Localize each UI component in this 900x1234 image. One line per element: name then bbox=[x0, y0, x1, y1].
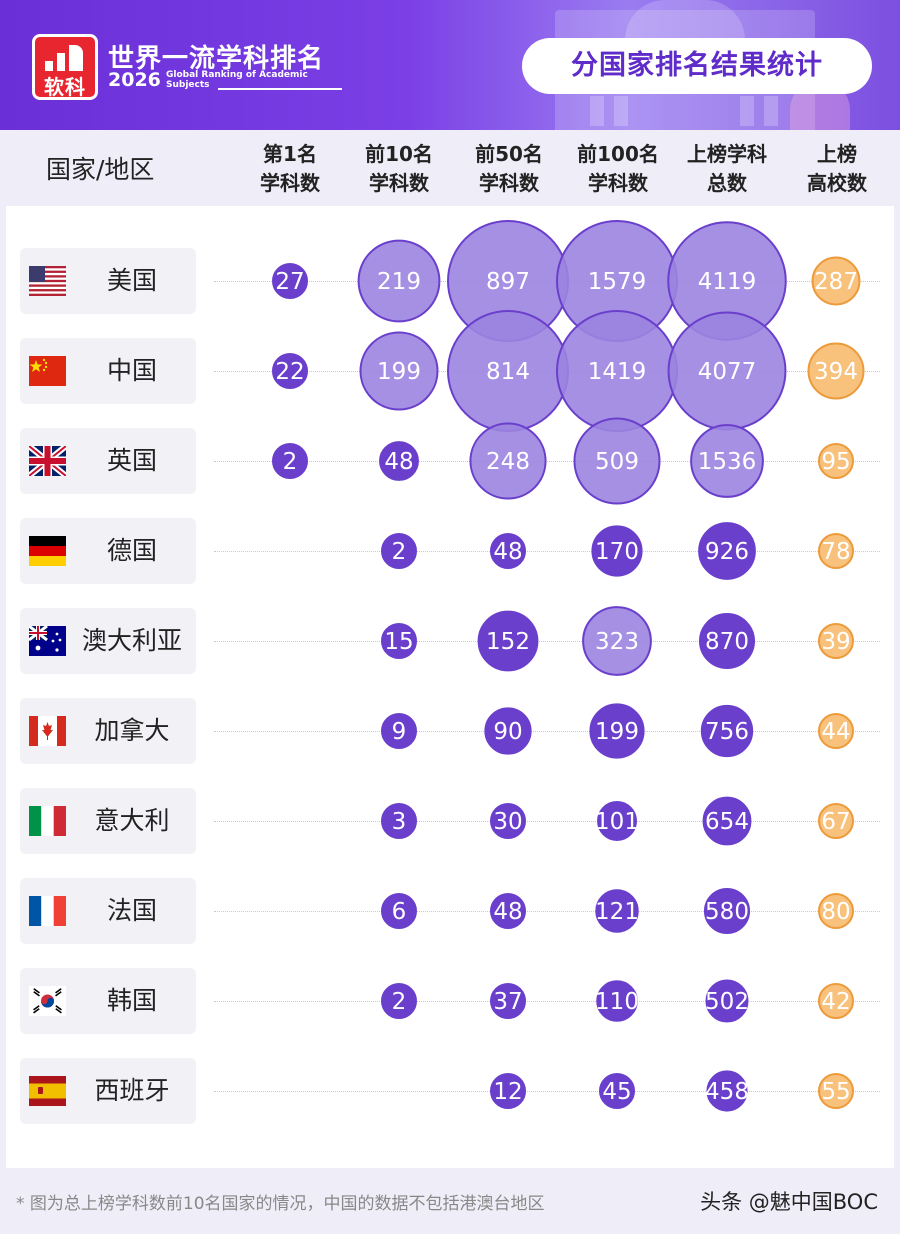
column-header-band bbox=[0, 130, 900, 206]
logo-text: 软科 bbox=[44, 75, 86, 99]
country-name: 韩国 bbox=[106, 986, 157, 1015]
row-guide-line bbox=[214, 641, 880, 642]
country-name: 西班牙 bbox=[94, 1076, 170, 1105]
brand-logo: 软科 bbox=[32, 34, 98, 100]
france-flag-icon bbox=[29, 896, 66, 926]
country-label: 加拿大 bbox=[20, 698, 196, 764]
italy-flag-icon bbox=[29, 806, 66, 836]
country-name: 澳大利亚 bbox=[81, 626, 182, 655]
country-label: 澳大利亚 bbox=[20, 608, 196, 674]
header-banner: 软科 世界一流学科排名 2026 Global Ranking of Acade… bbox=[0, 0, 900, 130]
footer-band bbox=[0, 1168, 900, 1234]
country-label: 美国 bbox=[20, 248, 196, 314]
section-title: 分国家排名结果统计 bbox=[522, 38, 872, 94]
column-header-top100: 前100名 学科数 bbox=[577, 142, 659, 195]
korea-flag-icon bbox=[29, 986, 66, 1016]
row-guide-line bbox=[214, 551, 880, 552]
country-name: 法国 bbox=[106, 896, 157, 925]
country-name: 加拿大 bbox=[94, 716, 170, 745]
australia-flag-icon bbox=[29, 626, 66, 656]
country-label: 韩国 bbox=[20, 968, 196, 1034]
country-name: 意大利 bbox=[94, 806, 170, 835]
footnote: * 图为总上榜学科数前10名国家的情况，中国的数据不包括港澳台地区 bbox=[16, 1194, 545, 1214]
brand-subtitle: Global Ranking of Academic Subjects bbox=[166, 70, 308, 90]
germany-flag-icon bbox=[29, 536, 66, 566]
country-name: 中国 bbox=[106, 356, 157, 385]
row-guide-line bbox=[214, 1091, 880, 1092]
watermark: 头条 @魅中国BOC bbox=[700, 1190, 878, 1214]
country-label: 德国 bbox=[20, 518, 196, 584]
spain-flag-icon bbox=[29, 1076, 66, 1106]
country-label: 英国 bbox=[20, 428, 196, 494]
column-header-top10: 前10名 学科数 bbox=[365, 142, 433, 195]
country-name: 德国 bbox=[106, 536, 157, 565]
column-header-universities: 上榜 高校数 bbox=[807, 142, 867, 195]
canada-flag-icon bbox=[29, 716, 66, 746]
country-label: 西班牙 bbox=[20, 1058, 196, 1124]
row-guide-line bbox=[214, 371, 880, 372]
logo-bars-icon bbox=[43, 45, 89, 71]
uk-flag-icon bbox=[29, 446, 66, 476]
row-guide-line bbox=[214, 281, 880, 282]
usa-flag-icon bbox=[29, 266, 66, 296]
column-header-total-subjects: 上榜学科 总数 bbox=[687, 142, 767, 195]
column-header-top50: 前50名 学科数 bbox=[475, 142, 543, 195]
row-guide-line bbox=[214, 911, 880, 912]
brand-underline bbox=[218, 88, 342, 90]
country-name: 美国 bbox=[106, 266, 157, 295]
country-label: 意大利 bbox=[20, 788, 196, 854]
country-label: 法国 bbox=[20, 878, 196, 944]
country-column-header: 国家/地区 bbox=[46, 155, 155, 184]
brand-title: 世界一流学科排名 bbox=[108, 44, 325, 74]
column-header-rank1: 第1名 学科数 bbox=[260, 142, 320, 195]
country-label: 中国 bbox=[20, 338, 196, 404]
row-guide-line bbox=[214, 731, 880, 732]
building-dome bbox=[625, 0, 745, 40]
country-name: 英国 bbox=[106, 446, 157, 475]
row-guide-line bbox=[214, 821, 880, 822]
row-guide-line bbox=[214, 461, 880, 462]
china-flag-icon bbox=[29, 356, 66, 386]
row-guide-line bbox=[214, 1001, 880, 1002]
brand-year: 2026 bbox=[108, 69, 161, 91]
